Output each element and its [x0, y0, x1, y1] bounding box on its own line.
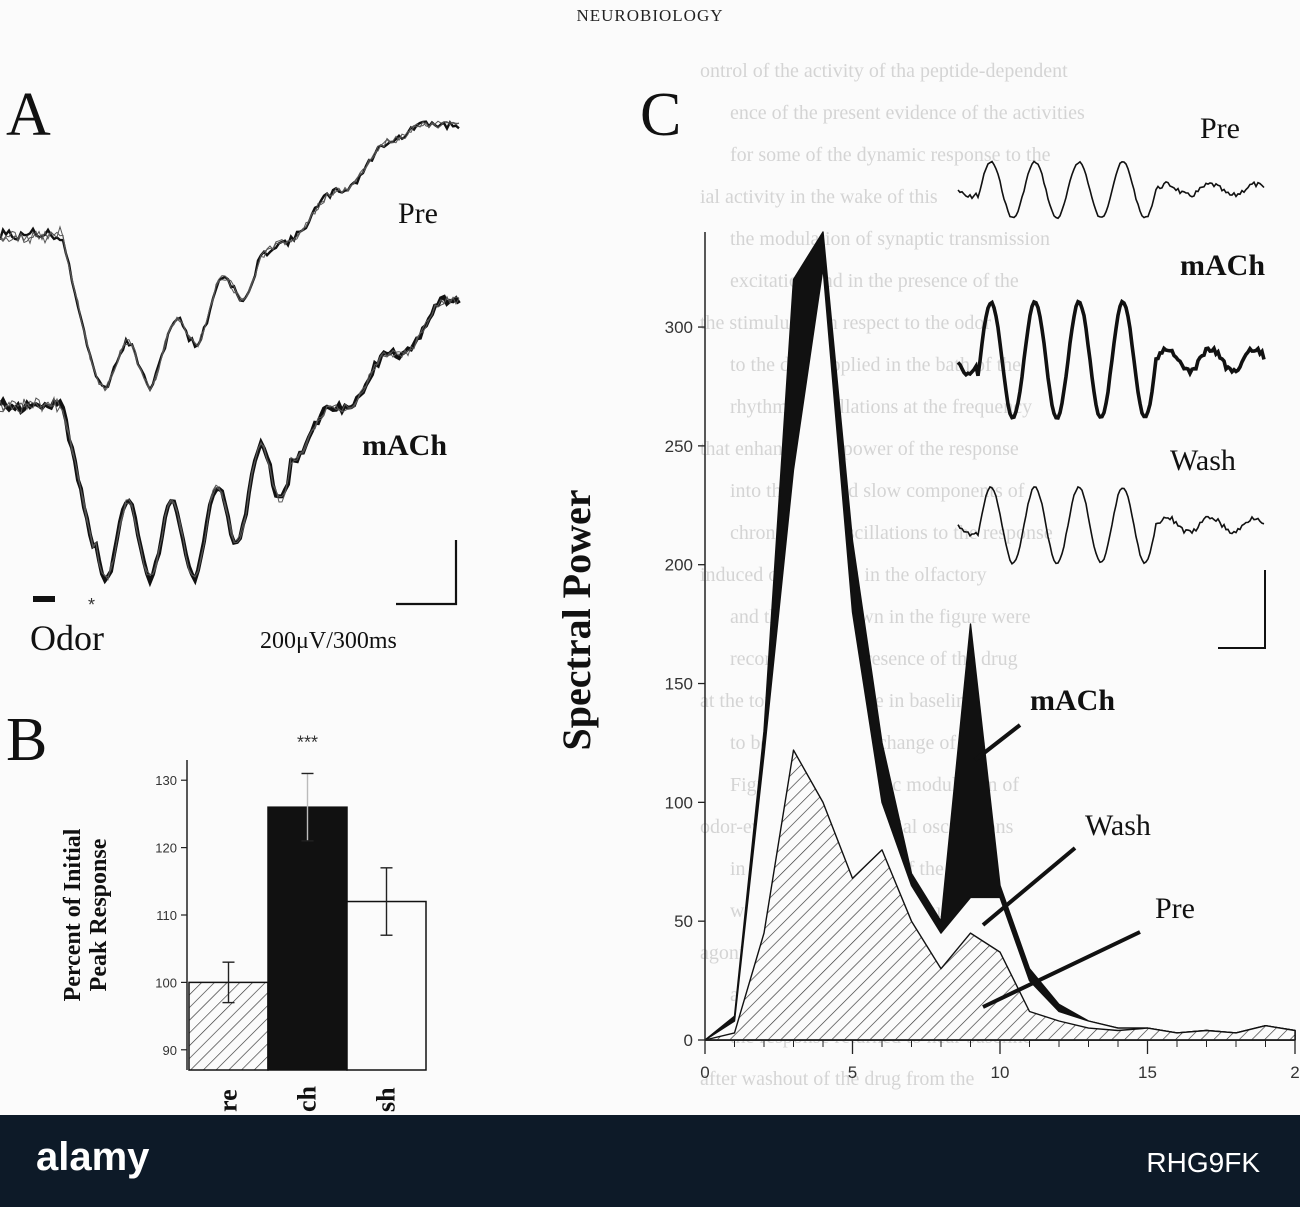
- panel-c-ylabel: Spectral Power: [554, 489, 599, 750]
- legend-wash-label: Wash: [1085, 809, 1151, 842]
- bleed-line: for some of the dynamic response to the: [730, 144, 1051, 166]
- inset-trace: [957, 160, 1265, 220]
- inset-pre-label: Pre: [1200, 112, 1240, 145]
- watermark-banner: alamy RHG9FK: [0, 1115, 1300, 1207]
- panel-b-y-tick-label: 110: [156, 908, 177, 923]
- trace-pre-sweep: [0, 120, 460, 392]
- trace-mach-label: mACh: [362, 429, 447, 462]
- bleed-line: ence of the present evidence of the acti…: [730, 102, 1085, 124]
- panel-c-y-tick-label: 250: [665, 437, 693, 456]
- trace-pre-sweep: [0, 121, 460, 392]
- panel-c-x-tick-label: 10: [991, 1063, 1010, 1082]
- panel-b-ylabel-line2: Peak Response: [86, 838, 112, 991]
- inset-wash-label: Wash: [1170, 444, 1236, 477]
- panel-b: B Percent of Initial Peak Response 90 100…: [6, 706, 427, 1112]
- panel-c-spectra: [704, 231, 1296, 1041]
- panel-b-category-labels: re ch sh: [214, 1085, 401, 1112]
- panel-c-letter: C: [640, 81, 681, 149]
- odor-stimulus-bar: [33, 596, 55, 602]
- panel-c-x-tick-label: 2: [1290, 1063, 1299, 1082]
- panel-a: A Pre mACh * Odor 200μV/300ms: [0, 81, 461, 658]
- category-label: re: [214, 1089, 243, 1112]
- inset-trace: [956, 298, 1266, 420]
- trace-pre: [0, 120, 460, 393]
- panel-c-axes: 0 50 100 150 200 250 300 0 5 10 15 2: [665, 232, 1300, 1082]
- panel-b-ylabel: Percent of Initial Peak Response: [60, 828, 112, 1001]
- trace-pre-sweep: [0, 120, 460, 393]
- panel-c-x-tick-label: 0: [700, 1063, 709, 1082]
- panel-b-y-tick-label: 130: [155, 773, 177, 788]
- category-label: ch: [293, 1085, 322, 1112]
- category-label: sh: [372, 1087, 401, 1112]
- panel-c-x-tick-label: 15: [1138, 1063, 1157, 1082]
- panel-b-y-tick-label: 100: [155, 975, 177, 990]
- odor-asterisk: *: [88, 595, 95, 615]
- significance-marker: ***: [297, 732, 318, 752]
- panel-b-y-tick-label: 120: [155, 841, 177, 856]
- panel-b-y-tick-label: 90: [163, 1043, 177, 1058]
- panel-b-letter: B: [6, 706, 47, 774]
- panel-c-y-tick-label: 100: [665, 793, 693, 812]
- inset-mach-label: mACh: [1180, 249, 1265, 282]
- legend-wash-pointer: [981, 846, 1077, 927]
- panel-c-x-tick-label: 5: [848, 1063, 857, 1082]
- bleed-line: that enhances the power of the response: [700, 438, 1019, 460]
- scale-bar: [396, 540, 458, 606]
- brand-logo: alamy: [36, 1135, 150, 1179]
- legend-mach-pointer: [973, 723, 1022, 762]
- panel-b-axes: 90 100 110 120 130: [155, 760, 188, 1070]
- panel-c-y-tick-label: 0: [684, 1031, 693, 1050]
- figure: ontrol of the activity of tha peptide-de…: [0, 6, 1300, 1112]
- scale-bar-label: 200μV/300ms: [260, 628, 397, 654]
- bleed-line: ontrol of the activity of tha peptide-de…: [700, 60, 1068, 82]
- inset-scale-bar: [1218, 570, 1266, 649]
- bleed-line: ial activity in the wake of this: [700, 186, 938, 208]
- trace-mach: [0, 294, 461, 588]
- bar-mach: [267, 806, 348, 1071]
- trace-mach-sweep: [0, 296, 460, 578]
- inset-trace: [957, 485, 1265, 566]
- panel-b-bars: ***: [188, 732, 427, 1071]
- legend-pre-label: Pre: [1155, 892, 1195, 925]
- panel-c-y-tick-label: 200: [665, 556, 693, 575]
- panel-a-letter: A: [6, 81, 51, 149]
- legend-pre-pointer: [982, 930, 1141, 1009]
- panel-b-ylabel-line1: Percent of Initial: [60, 828, 86, 1001]
- panel-c: C Spectral Power 0 50 100 150 200 250 300 0 5 10 1…: [554, 81, 1300, 1082]
- odor-label: Odor: [30, 618, 104, 658]
- panel-c-inset-traces: [956, 160, 1266, 566]
- figure-svg: A Pre mACh * Odor 200μV/300ms B Percent …: [0, 81, 1300, 1112]
- bleed-line: the stimulus with respect to the odor: [700, 312, 992, 334]
- panel-c-y-tick-label: 300: [665, 318, 693, 337]
- legend-mach-label: mACh: [1030, 684, 1115, 717]
- page-header: NEUROBIOLOGY: [576, 6, 724, 25]
- stock-id: RHG9FK: [1146, 1147, 1260, 1178]
- bleed-line: the modulation of synaptic transmission: [730, 228, 1050, 250]
- panel-c-y-tick-label: 50: [674, 912, 693, 931]
- panel-c-y-tick-label: 150: [665, 675, 693, 694]
- bleed-line: after washout of the drug from the: [700, 1068, 975, 1090]
- spectrum-pre: [704, 749, 1296, 1041]
- trace-pre-label: Pre: [398, 197, 438, 230]
